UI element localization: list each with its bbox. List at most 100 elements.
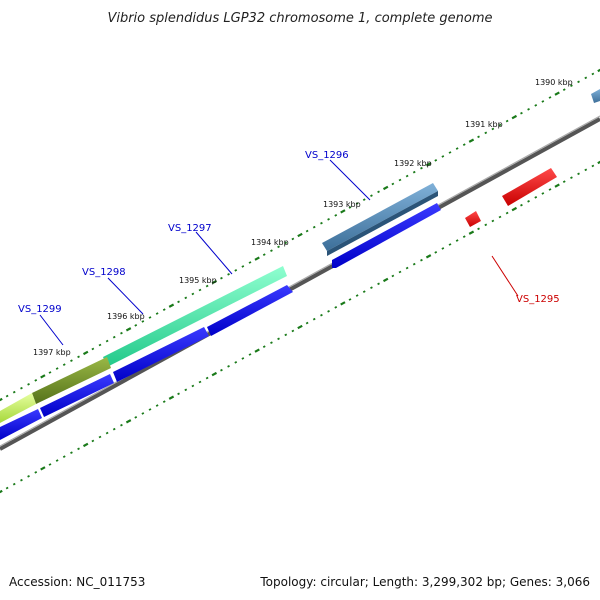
outer-tick (297, 232, 303, 238)
outer-tick (577, 80, 580, 84)
inner-tick (162, 400, 166, 403)
inner-tick (468, 230, 475, 235)
outer-tick (448, 151, 452, 154)
outer-tick (527, 108, 530, 111)
inner-tick (420, 258, 423, 262)
inner-tick (484, 223, 488, 227)
outer-tick (477, 135, 480, 139)
outer-tick (455, 147, 459, 150)
outer-tick (468, 138, 475, 143)
outer-tick (377, 190, 380, 194)
inner-tick (198, 380, 202, 384)
outer-tick (312, 225, 316, 229)
outer-tick (291, 237, 295, 241)
outer-tick (520, 111, 523, 115)
outer-tick (162, 308, 166, 311)
outer-tick (12, 390, 16, 394)
kbp-label-1391: 1391 kbp (465, 120, 503, 129)
outer-tick (327, 218, 330, 221)
outer-tick (284, 241, 288, 245)
inner-tick (448, 243, 452, 246)
outer-tick (98, 343, 102, 347)
inner-tick (20, 478, 23, 482)
feature-vs1295[interactable] (502, 168, 557, 206)
cds-vs1296[interactable] (332, 203, 441, 268)
kbp-label-1392: 1392 kbp (394, 159, 432, 168)
outer-tick (27, 383, 30, 386)
inner-tick (491, 219, 495, 223)
outer-tick (211, 279, 218, 285)
feature-vs1295-small[interactable] (465, 211, 481, 227)
outer-tick (554, 91, 560, 96)
cds-features (0, 203, 441, 440)
outer-tick (82, 350, 89, 356)
map-title: Vibrio splendidus LGP32 chromosome 1, co… (107, 11, 492, 26)
inner-tick (5, 486, 9, 490)
inner-tick (82, 442, 89, 448)
inner-tick (412, 262, 416, 266)
kbp-label-1394: 1394 kbp (251, 238, 289, 247)
inner-tick (62, 455, 66, 458)
cds-vs1298[interactable] (113, 327, 209, 382)
outer-tick (205, 284, 209, 288)
outer-tick (77, 355, 80, 359)
outer-tick (305, 229, 309, 233)
gene-partial-top[interactable] (591, 89, 600, 103)
inner-tick-row (0, 160, 600, 494)
inner-tick (584, 168, 588, 172)
outer-tick (498, 123, 502, 127)
inner-tick (134, 416, 138, 419)
inner-tick (554, 183, 560, 188)
outer-tick (62, 363, 66, 366)
outer-tick (40, 374, 46, 379)
inner-tick (141, 412, 145, 415)
gene-label-vs1298[interactable]: VS_1298 (82, 267, 126, 278)
gene-label-vs1299[interactable]: VS_1299 (18, 304, 62, 315)
outer-tick (348, 206, 352, 209)
outer-tick (277, 245, 280, 249)
inner-tick (168, 395, 175, 400)
outer-tick (334, 214, 338, 217)
gene-label-vs1296[interactable]: VS_1296 (305, 150, 349, 161)
outer-tick (340, 209, 346, 214)
inner-tick (441, 247, 445, 250)
cds-vs1297[interactable] (207, 285, 293, 336)
outer-tick (320, 221, 323, 225)
outer-tick (227, 273, 230, 276)
inner-tick (125, 419, 132, 424)
outer-tick (248, 261, 252, 264)
gene-vs1297[interactable] (103, 266, 287, 367)
gene-label-vs1297[interactable]: VS_1297 (168, 223, 212, 234)
inner-tick (0, 489, 3, 494)
outer-tick-row (0, 68, 600, 402)
inner-tick (91, 439, 95, 443)
outer-tick (70, 359, 73, 362)
outer-tick (125, 327, 132, 332)
inner-tick (591, 164, 595, 168)
kbp-label-1393: 1393 kbp (323, 200, 361, 209)
inner-tick (377, 282, 380, 286)
cds-left-partial[interactable] (0, 409, 42, 440)
outer-tick (120, 331, 123, 335)
gene-vs1298[interactable] (32, 357, 111, 404)
outer-tick (584, 76, 588, 80)
inner-tick (498, 215, 502, 219)
gene-vs1296[interactable] (322, 183, 438, 251)
outer-tick (20, 386, 23, 390)
inner-tick (34, 471, 38, 474)
inner-tick (405, 266, 409, 270)
inner-tick (434, 251, 438, 254)
inner-tick (220, 368, 223, 372)
outer-tick (511, 114, 518, 120)
outer-tick (382, 185, 389, 191)
outer-tick (434, 159, 438, 162)
outer-tick (570, 84, 573, 87)
outer-tick (148, 316, 152, 319)
gene-vs1299[interactable] (0, 393, 36, 423)
accession-text: Accession: NC_011753 (9, 575, 145, 589)
gene-label-vs1295[interactable]: VS_1295 (516, 294, 560, 305)
cds-vs1299[interactable] (40, 374, 114, 417)
gene-labels: VS_1296 VS_1297 VS_1298 VS_1299 VS_1295 (18, 150, 560, 315)
inner-tick (205, 376, 209, 380)
outer-tick (254, 256, 260, 261)
